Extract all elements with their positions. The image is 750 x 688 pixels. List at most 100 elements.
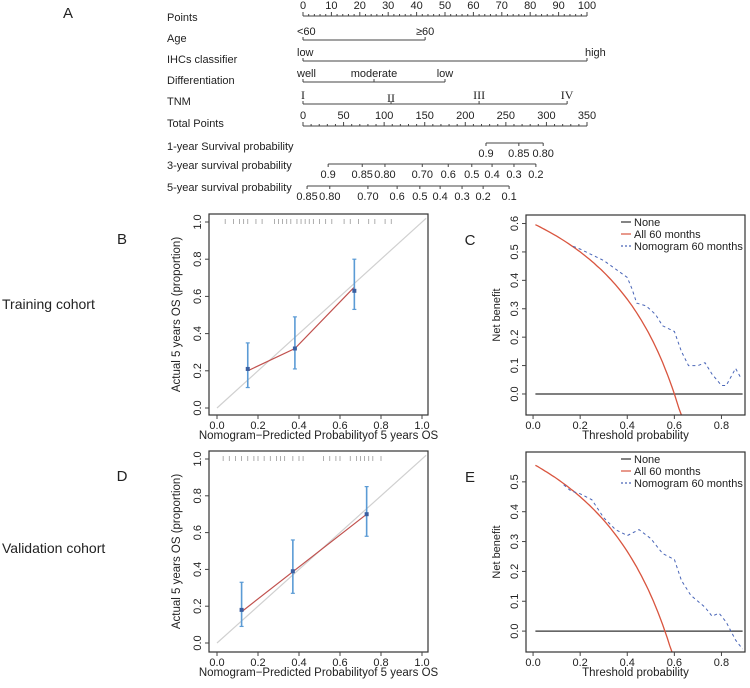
survival-scale-1-label: 1-year Survival probability: [167, 141, 294, 153]
legend-label: None: [634, 217, 660, 229]
survival-scale-2-tick-label: 0.6: [441, 169, 456, 181]
x-tick-label: 0.0: [209, 657, 224, 669]
total-points-axis-tick-label: 300: [537, 110, 555, 122]
x-axis-title: Nomogram−Predicted Probabilityof 5 years…: [199, 667, 439, 679]
x-axis-title: Threshold probability: [582, 667, 689, 679]
survival-scale-2-tick-label: 0.4: [484, 169, 499, 181]
points-axis-tick-label: 30: [382, 0, 394, 12]
y-tick-label: 0.4: [192, 326, 204, 341]
series-all-60-months-line: [535, 224, 683, 416]
x-tick-label: 0.2: [573, 420, 588, 432]
y-tick-label: 1.0: [192, 214, 204, 229]
survival-scale-1-tick-label: 0.80: [532, 148, 553, 160]
x-tick-label: 0.2: [250, 420, 265, 432]
plot-frame: [208, 450, 429, 653]
y-tick-label: 0.0: [509, 386, 521, 401]
panel-label-d: D: [117, 468, 128, 485]
survival-scale-2-tick-label: 0.9: [321, 169, 336, 181]
total-points-axis-tick-label: 250: [497, 110, 515, 122]
survival-scale-2-tick-label: 0.70: [412, 169, 433, 181]
survival-scale-3-tick-label: 0.1: [501, 191, 516, 203]
y-tick-label: 0.8: [192, 252, 204, 267]
y-axis-title: Actual 5 years OS (proportion): [171, 474, 183, 629]
series-nomogram-60-months-line: [563, 484, 743, 650]
x-tick-label: 0.0: [525, 420, 540, 432]
y-tick-label: 0.5: [509, 474, 521, 489]
panel-label-c: C: [465, 232, 476, 249]
calibration-point: [364, 512, 369, 517]
x-tick-label: 1.0: [414, 420, 429, 432]
points-axis-tick-label: 40: [410, 0, 422, 12]
panel-label-a: A: [63, 5, 73, 22]
plot-frame: [525, 214, 746, 416]
x-axis-title: Threshold probability: [582, 430, 689, 442]
calibration-point: [245, 366, 250, 371]
nomogram-tnm-level-label: I: [301, 88, 305, 102]
nomogram-differentiation-level-label: low: [437, 68, 454, 80]
legend-label: All 60 months: [634, 466, 701, 478]
nomogram-age-level-label: ≥60: [416, 26, 434, 38]
survival-scale-3-tick-label: 0.6: [389, 191, 404, 203]
points-axis-tick-label: 50: [439, 0, 451, 12]
legend-label: Nomogram 60 months: [634, 241, 743, 253]
y-tick-label: 0.5: [509, 244, 521, 259]
x-tick-label: 0.6: [332, 420, 347, 432]
total-points-axis-tick-label: 50: [337, 110, 349, 122]
nomogram-panel-a: A Points 0 10 20 30 40 50 60 70 80 90 100 Age <60 ≥60 IH…: [63, 0, 606, 203]
survival-scale-3-tick-label: 0.80: [319, 191, 340, 203]
points-axis-tick-label: 70: [496, 0, 508, 12]
y-axis-title: Net benefit: [491, 288, 503, 341]
calibration-point: [239, 607, 244, 612]
calibration-point: [292, 346, 297, 351]
points-axis-tick-label: 0: [300, 0, 306, 12]
y-tick-label: 0.3: [509, 534, 521, 549]
x-axis-title: Nomogram−Predicted Probabilityof 5 years…: [199, 430, 439, 442]
y-tick-label: 0.4: [192, 562, 204, 577]
x-tick-label: 0.0: [209, 420, 224, 432]
nomogram-tnm-level-label: II: [387, 91, 395, 105]
y-tick-label: 0.6: [192, 525, 204, 540]
x-tick-label: 0.4: [620, 657, 635, 669]
y-tick-label: 0.6: [192, 289, 204, 304]
nomogram-differentiation-level-label: well: [296, 68, 316, 80]
survival-scale-2-tick-label: 0.85: [352, 169, 373, 181]
points-axis-tick-label: 100: [578, 0, 596, 12]
nomogram-tnm-level-label: III: [473, 88, 485, 102]
x-tick-label: 1.0: [414, 657, 429, 669]
plot-frame: [525, 451, 746, 653]
x-tick-label: 0.6: [332, 657, 347, 669]
y-tick-label: 0.3: [509, 301, 521, 316]
legend-label: All 60 months: [634, 229, 701, 241]
nomogram-differentiation-level-label: moderate: [351, 68, 397, 80]
points-axis-label: Points: [167, 12, 198, 24]
panel-label-e: E: [465, 469, 475, 486]
calibration-panel-d: D0.0 0.2 0.4 0.6 0.8 1.00.00.20.40.60.81.0Nom…: [117, 450, 439, 679]
dca-panel-e: E 0.0 0.2 0.4 0.6 0.8 0.0 0.1 0.2 0.3 0.4 0.5 Thresh…: [465, 451, 746, 679]
dca-panel-c: C0.0 0.2 0.4 0.6 0.80.00.10.20.30.40.50.6Thr…: [465, 214, 746, 442]
survival-scale-3-tick-label: 0.70: [357, 191, 378, 203]
x-tick-label: 0.8: [714, 657, 729, 669]
x-tick-label: 0.4: [291, 657, 306, 669]
y-tick-label: 0.4: [509, 273, 521, 288]
y-tick-label: 0.2: [192, 599, 204, 614]
y-tick-label: 0.1: [509, 594, 521, 609]
validation-cohort-label: Validation cohort: [2, 540, 105, 556]
calibration-point: [352, 288, 357, 293]
x-tick-label: 0.2: [250, 657, 265, 669]
legend-label: Nomogram 60 months: [634, 478, 743, 490]
survival-scale-2-tick-label: 0.3: [506, 169, 521, 181]
points-axis-tick-label: 20: [354, 0, 366, 12]
y-tick-label: 0.2: [192, 363, 204, 378]
x-tick-label: 0.8: [373, 657, 388, 669]
total-points-axis-tick-label: 200: [456, 110, 474, 122]
points-axis-tick-label: 90: [552, 0, 564, 12]
x-tick-label: 0.8: [373, 420, 388, 432]
y-axis-title: Actual 5 years OS (proportion): [171, 237, 183, 392]
survival-scale-3-tick-label: 0.2: [475, 191, 490, 203]
y-tick-label: 0.2: [509, 564, 521, 579]
x-tick-label: 0.6: [667, 657, 682, 669]
total-points-axis-label: Total Points: [167, 118, 224, 130]
points-axis-tick-label: 10: [325, 0, 337, 12]
calibration-fit-line: [241, 513, 368, 613]
